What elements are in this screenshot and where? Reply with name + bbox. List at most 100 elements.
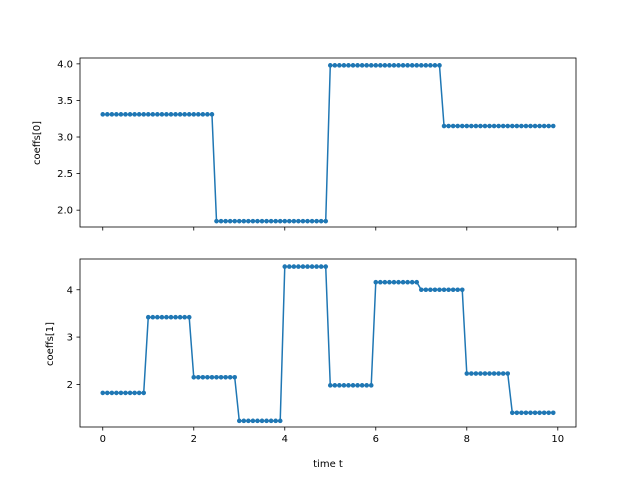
data-point	[391, 279, 397, 285]
data-point	[523, 123, 529, 129]
data-point	[364, 383, 369, 388]
data-point	[155, 314, 160, 320]
data-point	[482, 371, 488, 376]
data-point	[255, 218, 260, 224]
data-point	[287, 218, 292, 224]
data-point	[423, 63, 429, 68]
y-tick-label: 2.0	[57, 206, 73, 217]
data-point	[136, 390, 142, 396]
data-point	[459, 123, 465, 129]
data-point	[327, 63, 333, 68]
data-point	[300, 218, 306, 224]
data-point	[236, 218, 242, 224]
data-point	[509, 123, 515, 129]
axes-frame	[79, 57, 577, 228]
data-point	[473, 371, 479, 376]
data-point	[100, 112, 106, 117]
y-tick-label: 2	[67, 380, 73, 391]
data-point	[273, 418, 278, 424]
data-point	[200, 375, 206, 380]
data-point	[332, 63, 338, 68]
data-point	[105, 112, 110, 117]
x-tick-label: 0	[100, 434, 106, 445]
data-point	[118, 390, 124, 396]
data-point	[296, 218, 301, 224]
data-point	[191, 112, 197, 117]
data-point	[405, 279, 410, 285]
data-point	[123, 112, 128, 117]
data-point	[177, 314, 183, 320]
data-point	[100, 390, 106, 396]
data-point	[505, 123, 511, 129]
data-point	[305, 218, 310, 224]
data-point	[241, 418, 247, 424]
data-point	[109, 390, 115, 396]
x-tick-label: 4	[282, 434, 288, 445]
data-point	[382, 63, 388, 68]
data-point	[305, 264, 310, 269]
data-point	[309, 264, 315, 269]
x-tick-label: 6	[373, 434, 379, 445]
data-point	[373, 279, 379, 285]
data-point	[132, 390, 137, 396]
y-tick-label: 3.5	[57, 96, 73, 107]
data-point	[359, 383, 365, 388]
data-point	[223, 375, 228, 380]
data-point	[423, 287, 429, 293]
data-point	[105, 390, 110, 396]
data-point	[123, 390, 128, 396]
data-point	[350, 63, 356, 68]
data-point	[387, 279, 392, 285]
data-point	[218, 218, 224, 224]
data-point	[418, 63, 424, 68]
data-point	[259, 218, 265, 224]
axes-frame	[79, 258, 577, 428]
x-tick-label: 8	[464, 434, 470, 445]
data-point	[177, 112, 183, 117]
data-point	[414, 279, 420, 285]
data-point	[223, 218, 228, 224]
data-point	[196, 375, 201, 380]
data-point	[514, 123, 520, 129]
data-point	[382, 279, 388, 285]
data-point	[341, 383, 347, 388]
data-point	[473, 123, 479, 129]
data-point	[250, 418, 256, 424]
data-point	[109, 112, 115, 117]
data-point	[368, 63, 374, 68]
data-point	[414, 63, 420, 68]
x-tick-label: 10	[551, 434, 564, 445]
data-point	[182, 314, 187, 320]
data-point	[464, 371, 470, 376]
data-point	[432, 287, 438, 293]
data-point	[200, 112, 206, 117]
data-point	[314, 218, 319, 224]
data-point	[314, 264, 319, 269]
data-point	[132, 112, 137, 117]
data-point	[145, 314, 151, 320]
data-point	[291, 218, 297, 224]
data-point	[519, 123, 524, 129]
data-point	[141, 390, 147, 396]
data-point	[418, 287, 424, 293]
data-point	[541, 123, 547, 129]
data-point	[446, 123, 451, 129]
data-point	[455, 287, 460, 293]
x-tick-label: 2	[191, 434, 197, 445]
data-point	[478, 371, 483, 376]
data-point	[205, 375, 210, 380]
data-point	[173, 314, 178, 320]
data-point	[250, 218, 256, 224]
data-point	[450, 287, 456, 293]
data-point	[168, 112, 174, 117]
y-tick-label: 4.0	[57, 59, 73, 70]
data-point	[350, 383, 356, 388]
data-point	[337, 63, 342, 68]
data-point	[164, 112, 169, 117]
data-point	[537, 410, 542, 416]
data-point	[300, 264, 306, 269]
x-axis-label-time: time t	[313, 459, 343, 470]
data-point	[396, 279, 401, 285]
data-point	[118, 112, 124, 117]
data-point	[114, 390, 119, 396]
